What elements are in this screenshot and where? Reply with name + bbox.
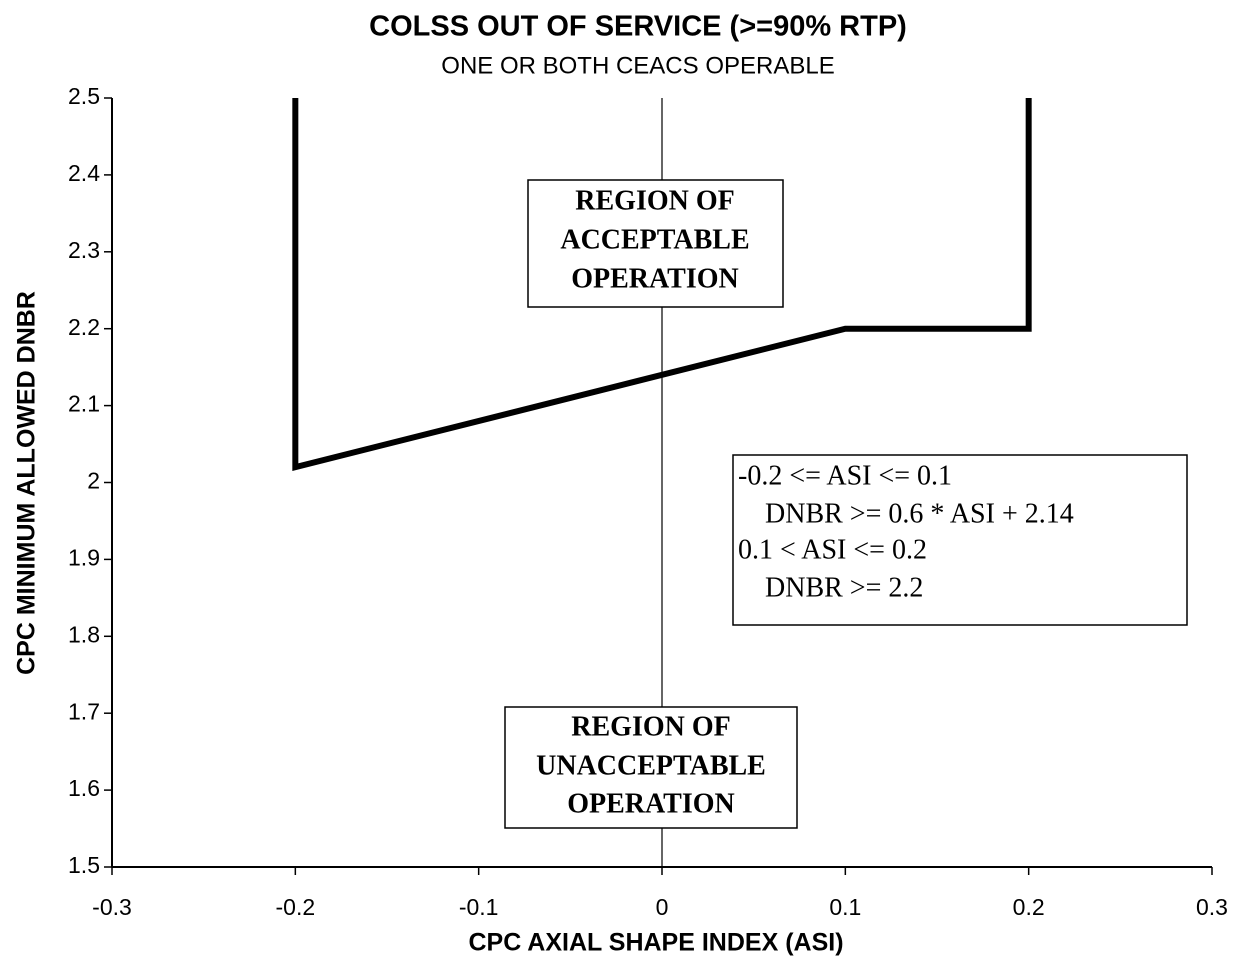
y-tick-label: 2.5 [68,83,100,109]
y-tick-label: 2.1 [68,391,100,417]
y-tick-label: 2.4 [68,160,100,186]
chart-title: COLSS OUT OF SERVICE (>=90% RTP) [369,11,907,43]
x-axis-label: CPC AXIAL SHAPE INDEX (ASI) [468,929,843,957]
x-tick-label: 0.1 [829,894,861,920]
annotation-box [732,454,1188,626]
y-axis-label: CPC MINIMUM ALLOWED DNBR [13,291,41,675]
y-tick-label: 1.6 [68,775,100,801]
annotation-text: 0.1 < ASI <= 0.2 [738,534,927,565]
y-tick-label: 1.5 [68,852,100,878]
y-tick-label: 2.3 [68,237,100,263]
y-tick-label: 2.2 [68,314,100,340]
annotation-box [504,706,798,829]
x-tick-label: 0.2 [1013,894,1045,920]
annotation-text: REGION OF [571,711,730,742]
chart-subtitle: ONE OR BOTH CEACS OPERABLE [441,52,834,79]
y-tick-label: 1.8 [68,621,100,647]
annotation-text: DNBR >= 0.6 * ASI + 2.14 [765,498,1074,529]
series-line [292,98,1032,471]
annotation-text: DNBR >= 2.2 [765,572,923,603]
y-tick-label: 1.7 [68,698,100,724]
x-tick-label: 0 [656,894,669,920]
annotation-text: OPERATION [567,788,735,819]
annotation-text: OPERATION [571,263,739,294]
annotation-text: REGION OF [575,185,734,216]
x-tick-label: -0.2 [276,894,316,920]
annotation-text: -0.2 <= ASI <= 0.1 [738,460,952,491]
x-tick-label: -0.1 [459,894,499,920]
y-tick-label: 2 [87,468,100,494]
y-tick-label: 1.9 [68,544,100,570]
annotation-text: UNACCEPTABLE [536,750,766,781]
x-tick-label: -0.3 [92,894,132,920]
annotation-box [527,179,784,308]
annotation-text: ACCEPTABLE [560,224,749,255]
x-tick-label: 0.3 [1196,894,1228,920]
